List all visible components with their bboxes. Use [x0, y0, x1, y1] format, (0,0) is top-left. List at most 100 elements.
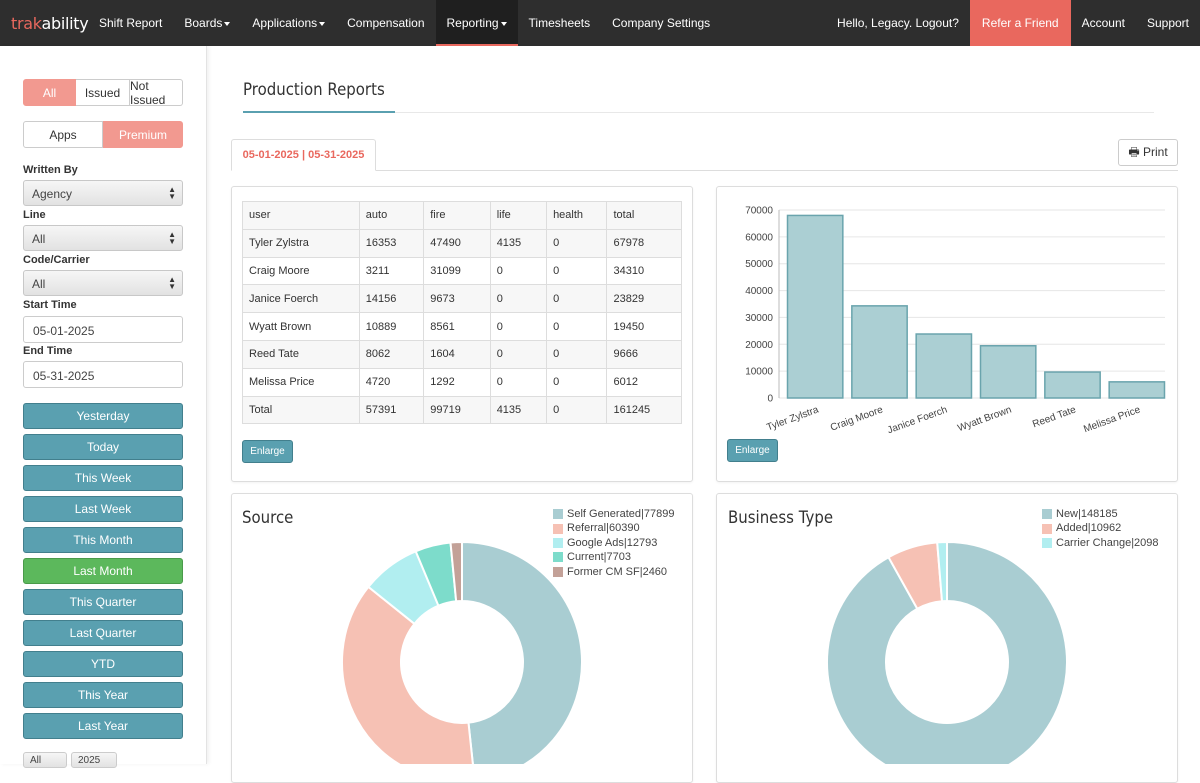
- filter-issued-button[interactable]: Issued: [76, 79, 130, 106]
- tab-date-range[interactable]: 05-01-2025 | 05-31-2025: [231, 139, 376, 171]
- range-ytd-button[interactable]: YTD: [23, 651, 183, 677]
- logo-part-b: ability: [41, 13, 89, 33]
- table-cell: 0: [546, 256, 608, 286]
- x-tick-label: Janice Foerch: [886, 404, 949, 436]
- legend-item[interactable]: Referral|60390: [553, 521, 674, 535]
- range-yesterday-button[interactable]: Yesterday: [23, 403, 183, 429]
- table-cell: 19450: [606, 312, 682, 341]
- top-navbar: trakability Shift Report Boards Applicatio…: [0, 0, 1200, 46]
- pie-slice[interactable]: [341, 585, 475, 764]
- bar[interactable]: [979, 345, 1037, 399]
- range-last-month-button[interactable]: Last Month: [23, 558, 183, 584]
- nav-compensation[interactable]: Compensation: [336, 0, 435, 46]
- premium-button[interactable]: Premium: [103, 121, 183, 148]
- legend-item[interactable]: Former CM SF|2460: [553, 565, 674, 579]
- range-this-quarter-button[interactable]: This Quarter: [23, 589, 183, 615]
- column-header[interactable]: fire: [423, 201, 491, 230]
- code-carrier-value: All: [32, 277, 46, 291]
- end-time-input[interactable]: 05-31-2025: [23, 361, 183, 388]
- bottom-filter-select[interactable]: All: [23, 752, 67, 768]
- table-cell: 4135: [489, 228, 548, 258]
- bar[interactable]: [915, 333, 973, 399]
- filter-all-button[interactable]: All: [23, 79, 76, 106]
- legend-item[interactable]: Carrier Change|2098: [1042, 536, 1159, 550]
- pie-slice[interactable]: [936, 540, 948, 603]
- bar[interactable]: [1108, 381, 1166, 399]
- apps-button[interactable]: Apps: [23, 121, 103, 148]
- legend-item[interactable]: New|148185: [1042, 507, 1159, 521]
- pie-slice[interactable]: [449, 540, 463, 603]
- table-cell: Tyler Zylstra: [242, 228, 360, 258]
- line-value: All: [32, 232, 46, 246]
- caret-down-icon: [500, 21, 507, 26]
- y-tick-label: 70000: [745, 206, 773, 217]
- range-today-button[interactable]: Today: [23, 434, 183, 460]
- legend-swatch: [1042, 523, 1052, 534]
- table-cell: 6012: [606, 367, 682, 397]
- table-cell: 14156: [358, 284, 425, 314]
- table-cell: 4135: [489, 395, 548, 425]
- nav-applications[interactable]: Applications: [241, 0, 336, 46]
- nav-label: Timesheets: [528, 16, 591, 30]
- y-tick-label: 40000: [745, 286, 773, 297]
- column-header[interactable]: auto: [358, 201, 425, 230]
- column-header[interactable]: life: [489, 201, 548, 230]
- table-cell: 1292: [423, 367, 491, 397]
- line-select[interactable]: All ▲ ▼: [23, 225, 183, 251]
- logout-link[interactable]: Hello, Legacy. Logout?: [837, 16, 959, 30]
- legend-item[interactable]: Added|10962: [1042, 521, 1159, 535]
- legend-item[interactable]: Current|7703: [553, 550, 674, 564]
- table-cell: 4720: [358, 367, 425, 397]
- legend-item[interactable]: Self Generated|77899: [553, 507, 674, 521]
- select-arrows-icon: ▲ ▼: [168, 230, 176, 246]
- range-this-month-button[interactable]: This Month: [23, 527, 183, 553]
- filter-sidebar: [0, 46, 207, 764]
- pie-slice[interactable]: [461, 540, 583, 764]
- nav-reporting[interactable]: Reporting: [435, 0, 518, 46]
- trakability-logo[interactable]: trakability: [0, 13, 89, 33]
- bar-chart: 0 10000 20000 30000 40000 50000 60000 70000 Tyle…: [745, 206, 1166, 436]
- enlarge-table-button[interactable]: Enlarge: [242, 440, 293, 463]
- legend-swatch: [553, 537, 563, 548]
- end-time-label: End Time: [23, 345, 73, 357]
- range-last-year-button[interactable]: Last Year: [23, 713, 183, 739]
- code-carrier-label: Code/Carrier: [23, 254, 90, 266]
- bar[interactable]: [851, 305, 908, 399]
- x-tick-label: Melissa Price: [1082, 404, 1142, 435]
- x-tick-label: Craig Moore: [829, 404, 885, 433]
- legend-swatch: [553, 566, 563, 577]
- refer-a-friend-button[interactable]: Refer a Friend: [969, 0, 1071, 46]
- legend-label: Current|7703: [567, 551, 632, 564]
- filter-not-issued-button[interactable]: Not Issued: [130, 79, 183, 107]
- year-select[interactable]: 2025: [71, 752, 117, 768]
- written-by-select[interactable]: Agency ▲ ▼: [23, 180, 183, 206]
- enlarge-chart-button[interactable]: Enlarge: [727, 439, 778, 462]
- legend-label: Self Generated|77899: [567, 508, 675, 520]
- column-header[interactable]: health: [546, 201, 608, 230]
- table-cell: 57391: [358, 395, 425, 425]
- column-header[interactable]: total: [606, 201, 682, 230]
- column-header[interactable]: user: [242, 201, 360, 230]
- nav-boards[interactable]: Boards: [173, 0, 241, 46]
- table-cell: 0: [489, 284, 548, 314]
- nav-company-settings[interactable]: Company Settings: [601, 0, 721, 46]
- range-this-week-button[interactable]: This Week: [23, 465, 183, 491]
- table-cell: 8561: [423, 312, 491, 341]
- nav-timesheets[interactable]: Timesheets: [518, 0, 602, 46]
- pie-slice[interactable]: [826, 540, 1068, 764]
- range-this-year-button[interactable]: This Year: [23, 682, 183, 708]
- nav-shift-report[interactable]: Shift Report: [88, 0, 173, 46]
- table-cell: 8062: [358, 339, 425, 369]
- support-link[interactable]: Support: [1146, 16, 1189, 30]
- table-cell: Wyatt Brown: [242, 312, 360, 341]
- code-carrier-select[interactable]: All ▲ ▼: [23, 270, 183, 296]
- range-last-week-button[interactable]: Last Week: [23, 496, 183, 522]
- nav-label: Applications: [252, 16, 318, 30]
- print-button[interactable]: 🖶 Print: [1118, 139, 1178, 166]
- start-time-input[interactable]: 05-01-2025: [23, 316, 183, 343]
- account-link[interactable]: Account: [1081, 16, 1125, 30]
- bar[interactable]: [786, 214, 844, 399]
- bar[interactable]: [1044, 371, 1101, 399]
- range-last-quarter-button[interactable]: Last Quarter: [23, 620, 183, 646]
- legend-item[interactable]: Google Ads|12793: [553, 536, 674, 550]
